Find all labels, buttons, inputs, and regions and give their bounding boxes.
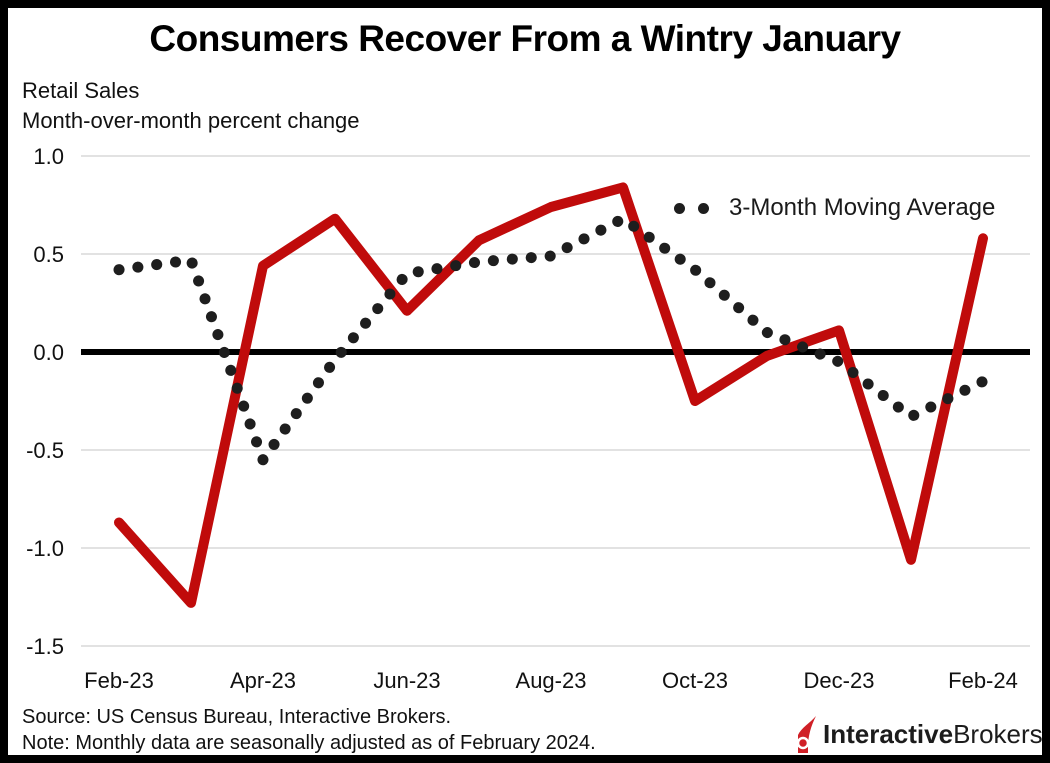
retail-sales-line-chart: 1.0 0.5 0.0 -0.5 -1.0 -1.5 Feb-23 Apr-23 Jun-23 A… — [26, 144, 1030, 693]
x-axis-tick-label: Dec-23 — [804, 668, 875, 693]
legend-3-month-moving-average: 3-Month Moving Average — [674, 194, 995, 222]
footnotes: Source: US Census Bureau, Interactive Br… — [22, 704, 596, 755]
monthly-change-line — [114, 182, 988, 608]
moving-average-dotted-line — [113, 213, 989, 466]
note-text: Note: Monthly data are seasonally adjust… — [22, 732, 596, 754]
x-axis-tick-label: Aug-23 — [516, 668, 587, 693]
interactive-brokers-logo: InteractiveBrokers — [793, 714, 1043, 754]
logo-text: InteractiveBrokers — [823, 718, 1043, 750]
x-axis-tick-label: Feb-23 — [84, 668, 154, 693]
legend-dot-icon — [698, 202, 709, 214]
x-axis-tick-label: Oct-23 — [662, 668, 728, 693]
x-axis-tick-label: Jun-23 — [373, 668, 440, 693]
logo-text-regular: Brokers — [953, 718, 1043, 749]
subtitle-line-1: Retail Sales — [22, 78, 140, 103]
page-title: Consumers Recover From a Wintry January — [149, 18, 901, 59]
x-axis-tick-label: Feb-24 — [948, 668, 1018, 693]
y-axis-tick-label: 1.0 — [33, 144, 64, 169]
legend-label: 3-Month Moving Average — [729, 194, 996, 221]
y-axis-tick-label: 0.0 — [33, 340, 64, 365]
chart-subtitle: Retail Sales Month-over-month percent ch… — [22, 76, 360, 136]
source-text: Source: US Census Bureau, Interactive Br… — [22, 706, 452, 728]
subtitle-line-2: Month-over-month percent change — [22, 108, 360, 133]
x-axis-tick-label: Apr-23 — [230, 668, 296, 693]
y-axis-tick-label: 0.5 — [33, 242, 64, 267]
interactive-brokers-logo-icon — [796, 716, 816, 753]
logo-text-bold: Interactive — [823, 718, 954, 749]
y-axis-tick-label: -1.0 — [26, 536, 64, 561]
y-axis-tick-label: -0.5 — [26, 438, 64, 463]
y-axis-tick-label: -1.5 — [26, 634, 64, 659]
legend-dot-icon — [674, 202, 685, 214]
